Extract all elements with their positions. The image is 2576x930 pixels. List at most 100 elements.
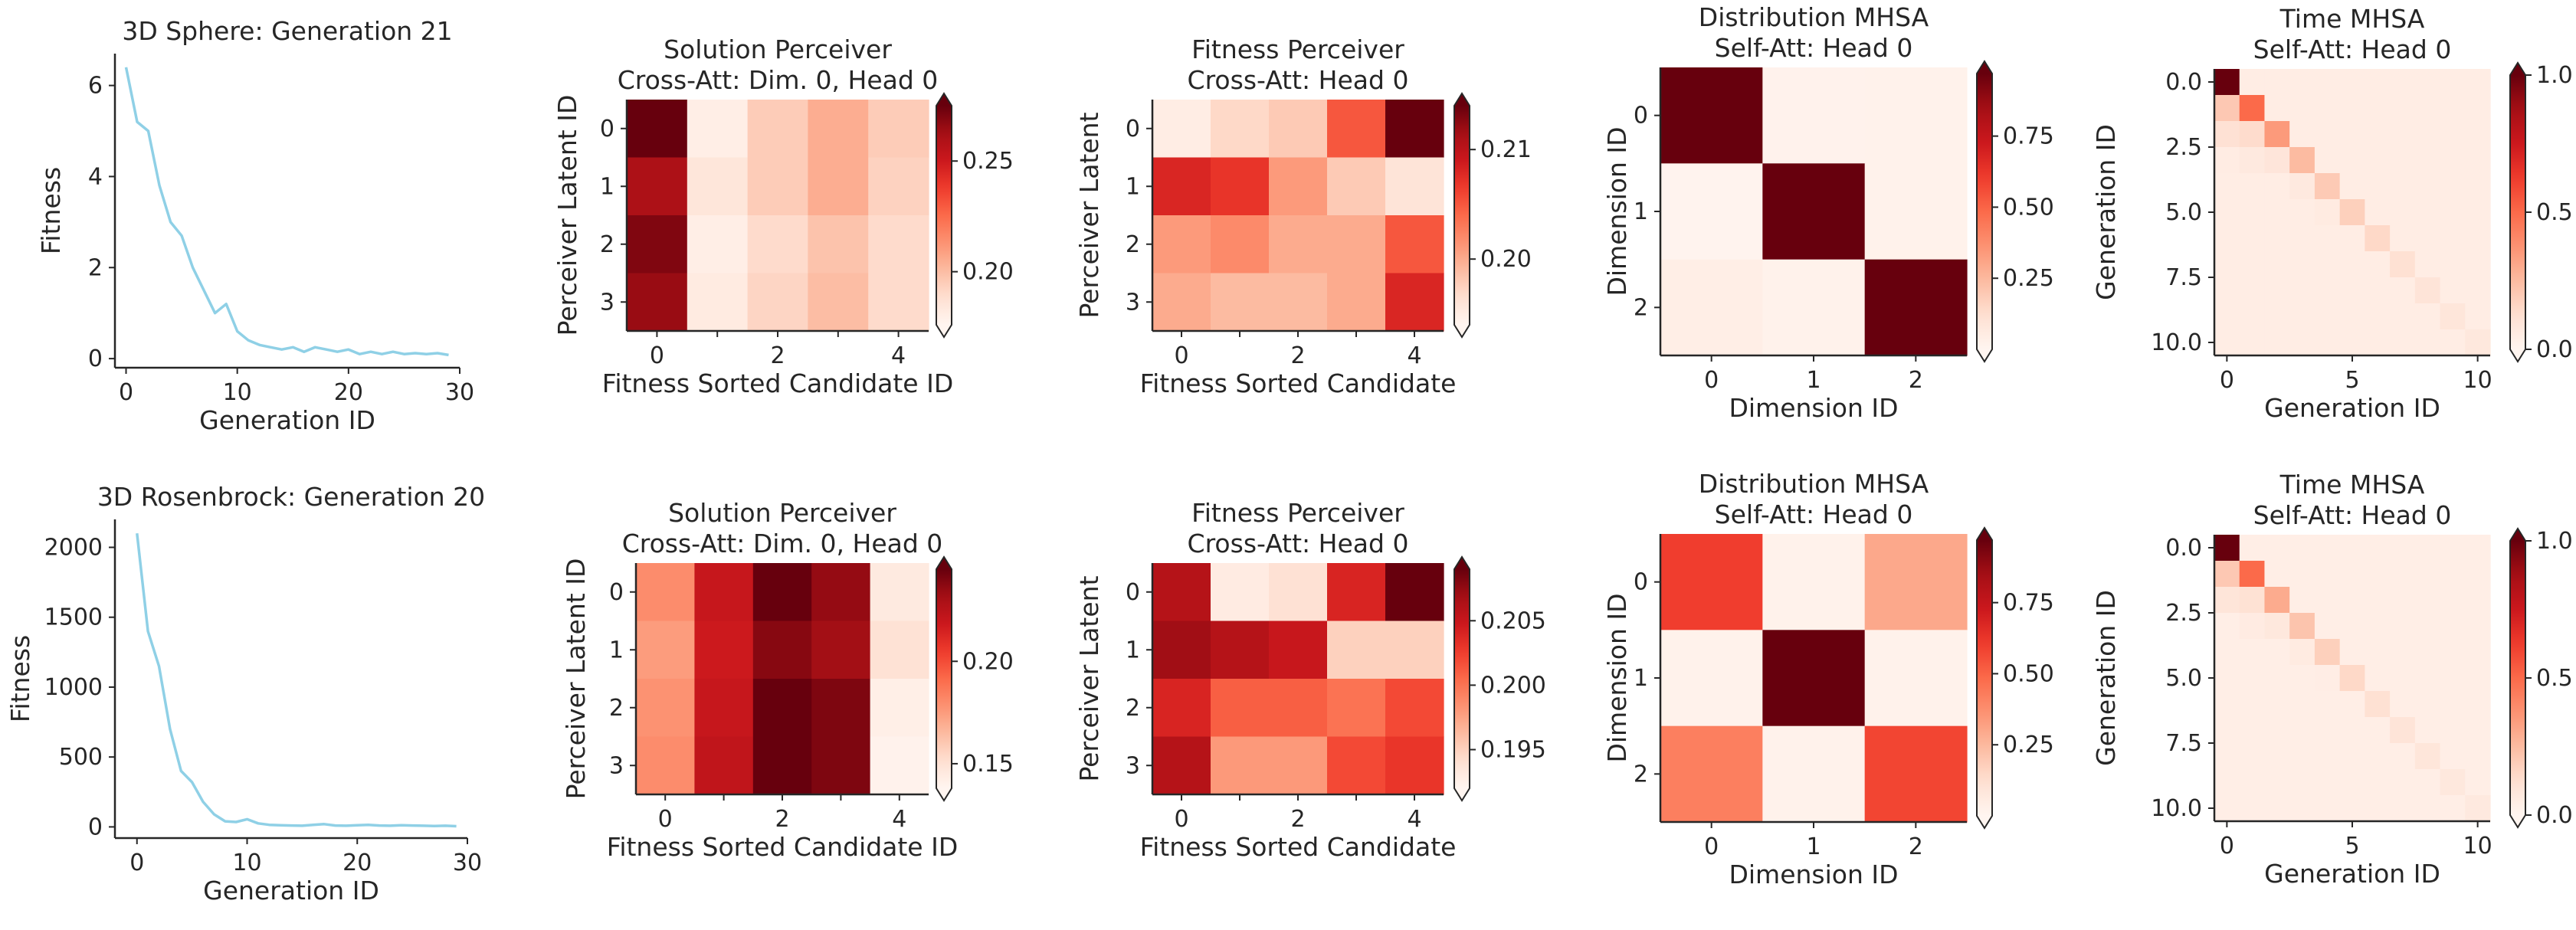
heatmap-cell	[1762, 163, 1866, 260]
colorbar-tick-label: 1.0	[2536, 528, 2573, 555]
heatmap-cell	[1152, 157, 1211, 216]
heatmap-cell	[2414, 329, 2441, 356]
heatmap-cell	[2264, 277, 2290, 304]
heatmap-cell	[752, 679, 812, 738]
heatmap-cell	[811, 621, 871, 679]
heatmap-cell	[2214, 795, 2240, 822]
heatmap-cell	[2440, 329, 2466, 356]
y-axis-label: Generation ID	[2091, 124, 2121, 300]
x-tick-label: 0	[1174, 342, 1188, 369]
heatmap-cell	[2314, 147, 2341, 174]
heatmap-cell	[2465, 329, 2491, 356]
x-tick-label: 4	[1407, 806, 1421, 833]
heatmap-cell	[694, 679, 754, 738]
heatmap-cell	[1269, 157, 1328, 216]
x-tick-label: 10	[2463, 367, 2492, 394]
heatmap-cell	[1152, 621, 1211, 679]
heatmap-cell	[2264, 795, 2290, 822]
heatmap-cell	[2465, 121, 2491, 148]
heatmap-cell	[2390, 69, 2416, 96]
chart-subtitle: Self-Att: Head 0	[2253, 500, 2452, 530]
heatmap-cell	[2289, 277, 2315, 304]
heatmap-cell	[2264, 95, 2290, 122]
heatmap-cell	[2289, 199, 2315, 226]
heatmap-cell	[2365, 561, 2391, 588]
heatmap-cell	[2264, 717, 2290, 744]
x-tick-label: 0	[1704, 833, 1719, 860]
heatmap-cell	[2239, 199, 2266, 226]
y-axis-label: Dimension ID	[1602, 593, 1632, 762]
x-tick-label: 0	[129, 850, 144, 876]
y-tick-label: 1	[1126, 637, 1140, 663]
heatmap-cell	[2289, 561, 2315, 588]
colorbar-min-arrow	[1454, 325, 1470, 337]
heatmap-cell	[2289, 147, 2315, 174]
heatmap-cell	[2440, 277, 2466, 304]
heatmap-cell	[2365, 121, 2391, 148]
chart-subtitle: Self-Att: Head 0	[2253, 34, 2452, 64]
colorbar-tick-label: 0.50	[2003, 194, 2054, 221]
heatmap-cell	[747, 100, 808, 159]
heatmap-cell	[1385, 621, 1444, 679]
heatmap-cell	[1660, 630, 1763, 727]
y-tick-label: 2	[609, 695, 624, 722]
colorbar-max-arrow	[1454, 557, 1470, 569]
heatmap-cell	[2214, 69, 2240, 96]
y-axis-label: Dimension ID	[1602, 126, 1632, 296]
colorbar	[936, 569, 952, 788]
colorbar-tick-label: 0.200	[1480, 672, 1546, 699]
heatmap-cell	[2440, 303, 2466, 330]
heatmap-cell	[1762, 534, 1866, 630]
heatmap-cell	[2465, 535, 2491, 562]
colorbar-tick-label: 0.25	[962, 148, 1014, 175]
chart-title: Solution Perceiver	[668, 498, 896, 528]
heatmap-cell	[2289, 587, 2315, 614]
heatmap-cell	[2339, 561, 2365, 588]
heatmap-cell	[2264, 665, 2290, 692]
heatmap-cell	[2390, 199, 2416, 226]
heatmap-cell	[2289, 639, 2315, 666]
heatmap-cell	[2365, 639, 2391, 666]
heatmap-cell	[2239, 587, 2266, 614]
x-tick-label: 10	[2463, 833, 2492, 860]
heatmap-cell	[1152, 215, 1211, 274]
heatmap-cell	[2339, 121, 2365, 148]
heatmap-cell	[2390, 121, 2416, 148]
heatmap-cell	[2339, 225, 2365, 252]
heatmap-cell	[2440, 639, 2466, 666]
heatmap-cell	[1152, 273, 1211, 332]
heatmap-cell	[2214, 329, 2240, 356]
heatmap-cell	[2440, 769, 2466, 796]
heatmap-cell	[2239, 277, 2266, 304]
heatmap-cell	[2264, 743, 2290, 770]
heatmap-cell	[1762, 259, 1866, 356]
x-tick-label: 4	[1407, 342, 1421, 369]
heatmap-cell	[2440, 95, 2466, 122]
heatmap-cell	[1660, 259, 1763, 356]
heatmap-cell	[2390, 329, 2416, 356]
heatmap-cell	[1327, 215, 1386, 274]
heatmap-cell	[2339, 199, 2365, 226]
x-tick-label: 2	[775, 806, 789, 833]
heatmap-cell	[1152, 679, 1211, 738]
heatmap-cell	[2214, 613, 2240, 640]
y-tick-label: 0	[1634, 103, 1648, 129]
heatmap-cell	[1211, 563, 1270, 622]
heatmap-cell	[2465, 795, 2491, 822]
heatmap-cell	[2314, 613, 2341, 640]
colorbar-min-arrow	[2510, 349, 2525, 362]
chart-title: Fitness Perceiver	[1191, 498, 1404, 528]
x-tick-label: 0	[650, 342, 664, 369]
colorbar-outline	[1976, 60, 1993, 363]
y-tick-label: 7.5	[2165, 264, 2202, 291]
heatmap-cell	[2465, 251, 2491, 278]
heatmap-cell	[2239, 95, 2266, 122]
y-tick-label: 500	[59, 744, 103, 771]
heatmap-cell	[2214, 251, 2240, 278]
heatmap-cell	[2440, 561, 2466, 588]
colorbar-min-arrow	[936, 325, 952, 337]
heatmap-cell	[2314, 795, 2341, 822]
heatmap-cell	[2289, 691, 2315, 718]
heatmap-cell	[636, 621, 695, 679]
heatmap-cell	[636, 563, 695, 622]
